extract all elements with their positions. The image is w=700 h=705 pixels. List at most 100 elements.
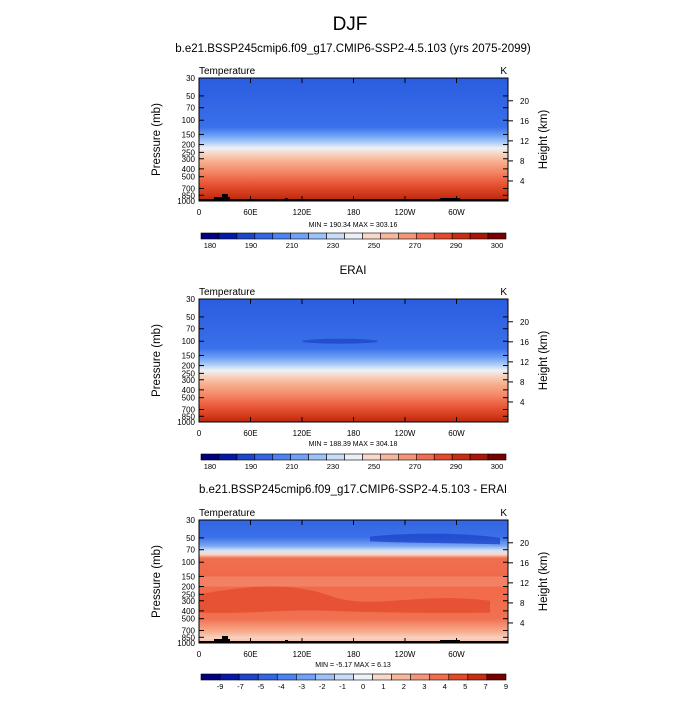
panel-title: b.e21.BSSP245cmip6.f09_g17.CMIP6-SSP2-4.… (175, 43, 531, 55)
y-tick-label: 150 (182, 130, 196, 139)
contour-field (199, 299, 508, 422)
colorbar-label: -1 (339, 682, 346, 691)
colorbar-label: 210 (286, 462, 299, 471)
x-tick-label: 180 (347, 429, 361, 438)
x-tick-label: 180 (347, 650, 361, 659)
topography-mask (222, 636, 228, 643)
colorbar-label: 190 (245, 241, 258, 250)
contour-feature (199, 586, 490, 613)
colorbar-swatch (469, 232, 489, 240)
colorbar-swatch (308, 232, 327, 240)
colorbar-label: -2 (319, 682, 326, 691)
colorbar-swatch (410, 673, 431, 681)
y-tick-label: 70 (186, 325, 195, 334)
colorbar-swatch (398, 453, 417, 461)
x-tick-label: 60E (243, 650, 257, 659)
height-tick-label: 4 (520, 177, 525, 186)
colorbar-label: -7 (237, 682, 244, 691)
colorbar-swatch (257, 673, 278, 681)
x-tick-label: 120E (293, 208, 312, 217)
x-tick-label: 120W (395, 429, 416, 438)
y-tick-label: 70 (186, 546, 195, 555)
y-tick-label: 400 (182, 607, 196, 616)
y-tick-label: 1000 (177, 418, 195, 427)
height-tick-label: 16 (520, 559, 529, 568)
y-tick-label: 30 (186, 295, 195, 304)
x-tick-label: 120W (395, 650, 416, 659)
colorbar-label: 7 (483, 682, 487, 691)
y-tick-label: 100 (182, 337, 196, 346)
y-tick-label: 400 (182, 165, 196, 174)
y-tick-label: 50 (186, 92, 195, 101)
height-tick-label: 12 (520, 579, 529, 588)
colorbar-label: 9 (504, 682, 508, 691)
units-label: K (500, 287, 507, 298)
y-tick-label: 300 (182, 376, 196, 385)
colorbar-label: 210 (286, 241, 299, 250)
colorbar-swatch (391, 673, 411, 681)
colorbar-label: -9 (217, 682, 224, 691)
colorbar-swatch (415, 232, 435, 240)
x-tick-label: 60E (243, 208, 257, 217)
colorbar-swatch (415, 453, 435, 461)
x-tick-label: 0 (197, 208, 202, 217)
y-tick-label: 70 (186, 104, 195, 113)
y-tick-label: 200 (182, 362, 196, 371)
x-tick-label: 120E (293, 429, 312, 438)
y-axis-title: Pressure (mb) (151, 103, 163, 176)
stats-label: MIN = 190.34 MAX = 303.16 (309, 222, 398, 229)
units-label: K (500, 66, 507, 77)
panel-title: ERAI (340, 265, 367, 277)
colorbar-swatch (238, 673, 259, 681)
y-tick-label: 50 (186, 313, 195, 322)
colorbar-label: 300 (491, 241, 504, 250)
colorbar-swatch (326, 453, 345, 461)
height-tick-label: 20 (520, 318, 529, 327)
colorbar-label: -3 (298, 682, 305, 691)
colorbar-label: 250 (368, 241, 381, 250)
colorbar-swatch (200, 453, 220, 461)
colorbar-swatch (272, 453, 292, 461)
y-axis-title-right: Height (km) (538, 110, 550, 170)
colorbar-swatch (218, 232, 238, 240)
height-tick-label: 16 (520, 117, 529, 126)
colorbar-swatch (467, 673, 488, 681)
colorbar-swatch (315, 673, 335, 681)
colorbar-swatch (219, 673, 240, 681)
stats-label: MIN = 188.39 MAX = 304.18 (309, 441, 398, 448)
colorbar-label: 290 (450, 462, 463, 471)
y-tick-label: 700 (182, 626, 196, 635)
colorbar-label: 2 (402, 682, 406, 691)
colorbar-swatch (236, 232, 256, 240)
topography-mask (222, 194, 228, 201)
panel-3: b.e21.BSSP245cmip6.f09_g17.CMIP6-SSP2-4.… (151, 484, 550, 691)
colorbar-swatch (448, 673, 469, 681)
x-tick-label: 60W (448, 650, 465, 659)
colorbar-swatch (200, 673, 221, 681)
y-tick-label: 30 (186, 74, 195, 83)
y-tick-label: 150 (182, 572, 196, 581)
height-tick-label: 8 (520, 378, 525, 387)
y-tick-label: 200 (182, 141, 196, 150)
colorbar-swatch (296, 673, 316, 681)
colorbar-swatch (398, 232, 417, 240)
colorbar-label: 4 (443, 682, 447, 691)
y-axis-title: Pressure (mb) (151, 324, 163, 397)
colorbar-swatch (487, 232, 507, 240)
contour-feature (199, 576, 508, 587)
height-tick-label: 4 (520, 398, 525, 407)
colorbar-swatch (380, 453, 399, 461)
height-tick-label: 12 (520, 358, 529, 367)
y-tick-label: 100 (182, 558, 196, 567)
variable-label: Temperature (199, 287, 256, 298)
colorbar-label: 190 (245, 462, 258, 471)
colorbar-swatch (290, 232, 309, 240)
colorbar-label: 0 (361, 682, 365, 691)
colorbar-label: 250 (368, 462, 381, 471)
colorbar-swatch (380, 232, 399, 240)
y-tick-label: 250 (182, 369, 196, 378)
y-tick-label: 850 (182, 412, 196, 421)
colorbar-label: 180 (204, 462, 217, 471)
y-tick-label: 500 (182, 173, 196, 182)
